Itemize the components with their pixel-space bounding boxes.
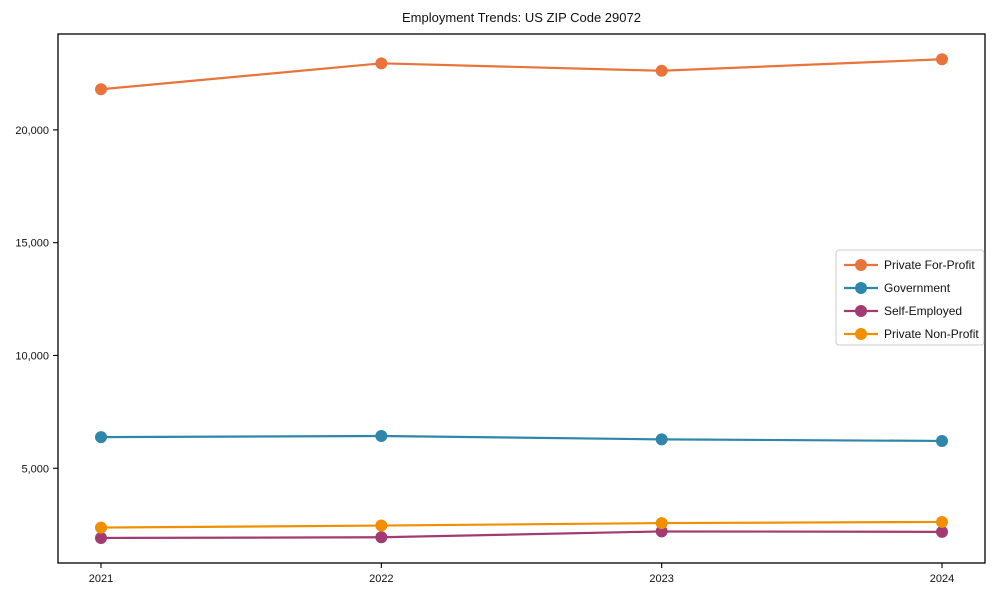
x-axis-tick-label: 2022: [369, 573, 393, 585]
y-axis-tick-label: 5,000: [21, 463, 49, 475]
series-line-government: [100, 434, 943, 443]
legend-label-government: Government: [884, 281, 951, 295]
data-point-private-for-profit-2023: [655, 64, 668, 77]
legend-swatch-marker-private-for-profit: [855, 259, 867, 271]
y-axis-tick-label: 10,000: [15, 350, 49, 362]
data-point-self-employed-2021: [95, 531, 107, 544]
plot-frame: [57, 33, 986, 564]
x-axis-tick-label: 2023: [649, 573, 673, 585]
data-point-private-non-profit-2023: [655, 517, 668, 530]
legend-box: [835, 249, 985, 346]
data-point-government-2023: [655, 433, 668, 446]
data-point-self-employed-2023: [655, 525, 668, 538]
x-axis-tick-label: 2021: [89, 573, 113, 585]
data-point-government-2021: [95, 431, 107, 444]
legend-label-private-for-profit: Private For-Profit: [884, 258, 975, 272]
data-point-private-for-profit-2022: [375, 57, 388, 70]
data-point-self-employed-2022: [375, 531, 388, 544]
data-point-government-2022: [375, 429, 388, 442]
legend-swatch-marker-government: [855, 282, 867, 294]
y-axis-tick-label: 15,000: [15, 238, 49, 250]
chart-title: Employment Trends: US ZIP Code 29072: [402, 10, 641, 25]
legend-label-self-employed: Self-Employed: [884, 304, 962, 318]
series-line-private-non-profit: [100, 520, 943, 529]
series-line-private-for-profit: [100, 58, 943, 91]
series-line-self-employed: [100, 530, 943, 540]
data-point-private-for-profit-2021: [95, 83, 107, 96]
data-point-private-for-profit-2024: [936, 53, 948, 66]
legend-swatch-marker-private-non-profit: [855, 328, 867, 340]
x-axis-tick-label: 2024: [930, 573, 954, 585]
data-point-private-non-profit-2022: [375, 519, 388, 532]
legend-label-private-non-profit: Private Non-Profit: [884, 327, 979, 341]
data-point-private-non-profit-2024: [936, 515, 948, 528]
data-point-self-employed-2024: [936, 525, 948, 538]
y-axis-tick-label: 20,000: [15, 125, 49, 137]
data-point-private-non-profit-2021: [95, 521, 107, 534]
data-point-government-2024: [936, 434, 948, 447]
legend-swatch-marker-self-employed: [855, 305, 867, 317]
